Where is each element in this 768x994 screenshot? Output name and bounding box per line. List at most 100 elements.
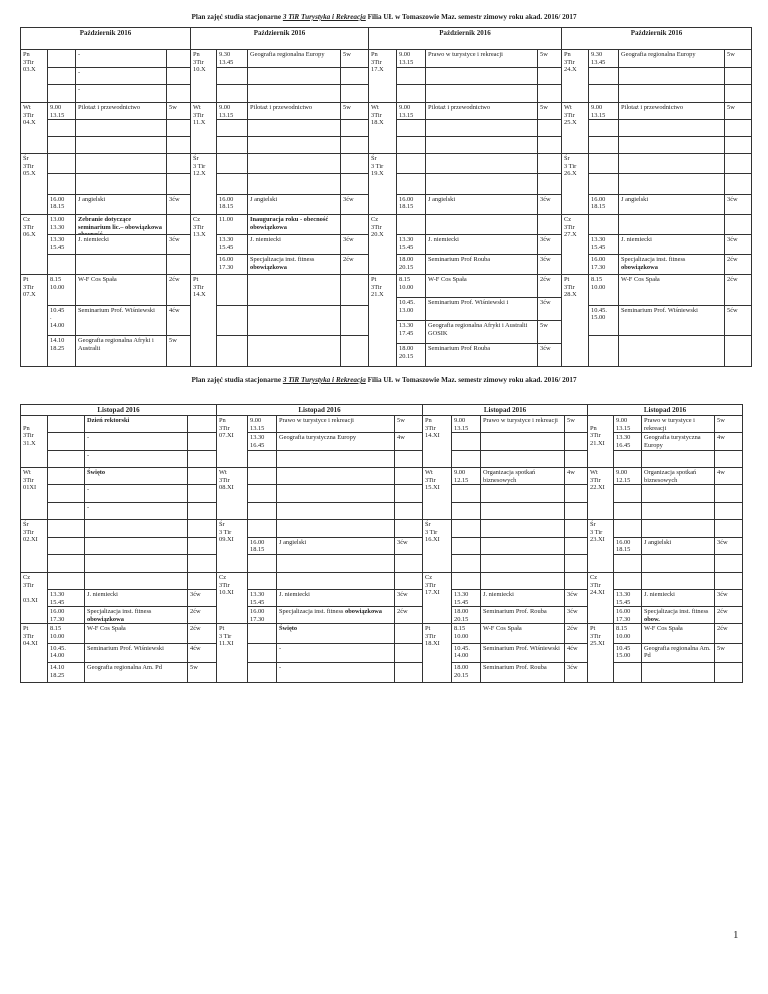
day-slots: 13.30 15.45 J. niemiecki 3ćw 16.00 17.30 Spe… (248, 573, 423, 624)
class-subject (277, 450, 395, 468)
class-hours: 4ćw (188, 643, 217, 664)
class-time: 10.45. 14.00 (48, 643, 85, 664)
class-subject: J. niemiecki (76, 235, 167, 255)
class-time (397, 120, 426, 137)
week-column: Listopad 2016 Pn 3Tir 31.X Dzień rektorsk… (21, 405, 217, 684)
class-row: 13.30 16.45 Geografia turystyczna Europy 4… (614, 433, 743, 451)
class-subject (277, 573, 395, 590)
class-subject (642, 485, 715, 503)
class-hours: 2ćw (188, 624, 217, 644)
day-label: Wt 3Tir 04.X (21, 103, 48, 154)
class-time (248, 555, 277, 574)
day-slots: Święto - - (48, 468, 217, 520)
class-time: 8.15 10.00 (614, 624, 642, 644)
class-hours: 2ćw (538, 275, 562, 298)
class-subject: - (85, 485, 188, 503)
day-block: Cz 3Tir 13.X 11.00 Inauguracja roku - obec… (191, 215, 369, 275)
class-hours (565, 450, 588, 468)
day-block: Śr 3Tir 02.XI (21, 520, 217, 574)
class-subject: J angielski (426, 194, 538, 215)
class-subject (277, 468, 395, 486)
class-row: 9.00 12.15 Organizacja spotkań biznesowyc… (614, 468, 743, 486)
class-time (48, 450, 85, 468)
class-row (217, 174, 369, 195)
day-slots: 13.30 15.45 J. niemiecki 3ćw 18.00 20.15 Sem… (397, 215, 562, 275)
class-time: 11.00 (217, 215, 248, 235)
subject-text: J angielski (621, 195, 649, 203)
class-hours (341, 215, 369, 235)
class-hours (725, 174, 752, 195)
day-block: Śr 3 Tir 19.X 16.00 18.15 J angielski 3ćw (369, 154, 562, 215)
day-block: Cz 3Tir 24.XI 13.30 15.45 J. niemiecki 3ćw 1… (588, 573, 743, 624)
class-row: 16.00 17.30 Specjalizacja inst. fitness o… (589, 255, 752, 275)
class-row: Dzień rektorski (48, 416, 217, 434)
day-block: Wt 3Tir 04.X 9.00 13.15 Pilotaż i przewodn… (21, 103, 191, 154)
day-label: Wt 3Tir 08.XI (217, 468, 248, 520)
subject-bold-text: Święto (279, 625, 298, 632)
class-time (48, 255, 76, 275)
class-hours (725, 336, 752, 368)
day-label: Pn 3Tir 24.X (562, 50, 589, 103)
class-subject (619, 336, 725, 368)
class-subject (642, 573, 715, 590)
class-hours (341, 67, 369, 86)
class-subject (85, 555, 188, 574)
class-time (248, 624, 277, 644)
class-row (589, 67, 752, 86)
class-hours: 5w (565, 416, 588, 434)
class-time (589, 174, 619, 195)
class-hours: 5w (538, 103, 562, 120)
month-header: Październik 2016 (562, 28, 752, 50)
class-row (48, 120, 191, 137)
subject-text: Seminarium Prof. Wiśniewski (87, 644, 164, 652)
class-row (397, 67, 562, 86)
class-subject (426, 67, 538, 86)
class-hours (341, 174, 369, 195)
day-label: Śr 3 Tir 09.XI (217, 520, 248, 573)
class-subject: - (76, 85, 167, 104)
class-hours: 3ćw (167, 194, 191, 215)
day-slots: 9.00 12.15 Organizacja spotkań biznesowyc… (452, 468, 588, 520)
class-subject (619, 120, 725, 137)
class-time: 13.30 16.45 (248, 433, 277, 451)
class-row: 9.00 13.15 Prawo w turystyce i rekreacji 5… (397, 50, 562, 68)
class-row (452, 433, 588, 451)
class-row: 9.00 13.15 Prawo w turystyce i rekreacji 5… (614, 416, 743, 434)
class-hours: 3ćw (167, 235, 191, 255)
subject-text: Pilotaż i przewodnictwo (250, 104, 313, 111)
class-subject (426, 174, 538, 195)
class-subject (76, 255, 167, 275)
day-label: Wt 3Tir 22.XI (588, 468, 614, 520)
month-header: Listopad 2016 (217, 405, 423, 416)
class-row (248, 520, 423, 538)
class-hours (565, 520, 588, 538)
subject-text: - (279, 644, 282, 652)
class-time (452, 502, 481, 520)
class-time: 18.00 20.15 (397, 344, 426, 367)
class-hours (565, 433, 588, 451)
class-row (217, 85, 369, 104)
class-subject: J angielski (277, 537, 395, 556)
week-column: Listopad 2016 Pn 3Tir 21.XI 9.00 13.15 Pra… (588, 405, 743, 684)
class-subject (619, 154, 725, 175)
day-block: Pn 3Tir 14.XI 9.00 13.15 Prawo w turystyce… (423, 416, 588, 468)
class-row (397, 137, 562, 154)
class-hours (725, 215, 752, 235)
class-time (48, 120, 76, 137)
subject-text: J angielski (644, 538, 672, 546)
class-subject (619, 174, 725, 195)
class-time: 13.30 15.45 (614, 590, 642, 607)
subject-text: J angielski (250, 195, 278, 203)
subject-bold-text: Inauguracja roku - obecność obowiązkowa (250, 216, 329, 231)
class-time (589, 336, 619, 368)
class-row (217, 154, 369, 175)
class-time: 8.15 10.00 (48, 275, 76, 306)
class-hours (538, 174, 562, 195)
class-time (217, 336, 248, 368)
day-slots: 13.00 13.30 Zebranie dotyczące seminarium… (48, 215, 191, 275)
class-hours: 4w (565, 468, 588, 486)
class-time: 16.00 18.15 (217, 194, 248, 215)
class-hours (395, 663, 423, 684)
class-time (48, 174, 76, 195)
day-label: Pt 3Tir 28.X (562, 275, 589, 367)
